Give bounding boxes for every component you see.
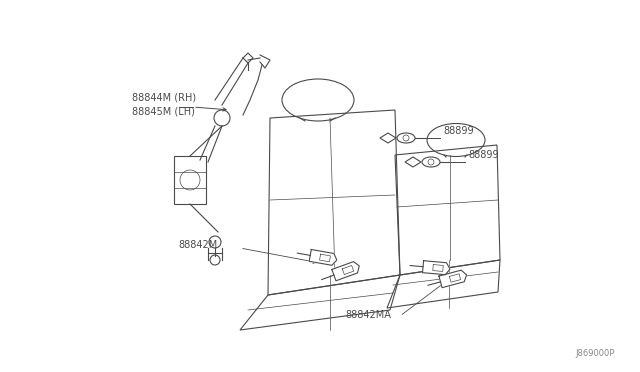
Text: J869000P: J869000P [575, 349, 615, 358]
Text: 88899: 88899 [443, 126, 474, 136]
Text: 88844M (RH): 88844M (RH) [132, 92, 196, 102]
Text: 88842MA: 88842MA [345, 310, 391, 320]
Polygon shape [332, 262, 359, 281]
Text: 88842M: 88842M [178, 240, 217, 250]
Text: 88845M (LH): 88845M (LH) [132, 106, 195, 116]
Polygon shape [309, 250, 337, 265]
Polygon shape [422, 261, 450, 275]
Text: 88899: 88899 [468, 150, 499, 160]
Polygon shape [439, 270, 467, 288]
Bar [174, 156, 206, 204]
